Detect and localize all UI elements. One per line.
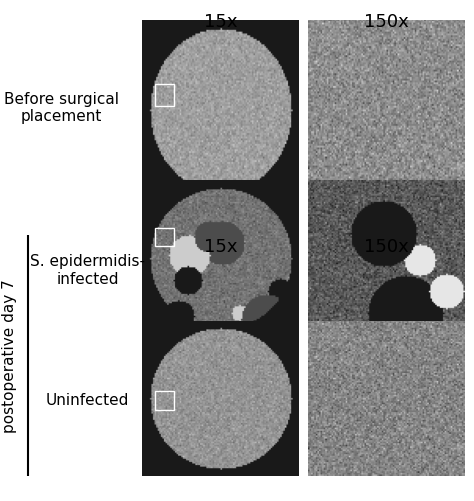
Bar — [155, 228, 174, 246]
Text: 150x: 150x — [364, 238, 409, 256]
Bar — [155, 84, 174, 106]
Text: Uninfected: Uninfected — [46, 393, 129, 408]
Text: 15x: 15x — [204, 13, 237, 31]
Text: 150x: 150x — [364, 13, 409, 31]
Bar — [155, 391, 174, 410]
Text: S. epidermidis-
infected: S. epidermidis- infected — [30, 255, 145, 287]
Text: postoperative day 7: postoperative day 7 — [2, 279, 17, 432]
Text: 15x: 15x — [204, 238, 237, 256]
Text: Before surgical
placement: Before surgical placement — [4, 92, 119, 124]
